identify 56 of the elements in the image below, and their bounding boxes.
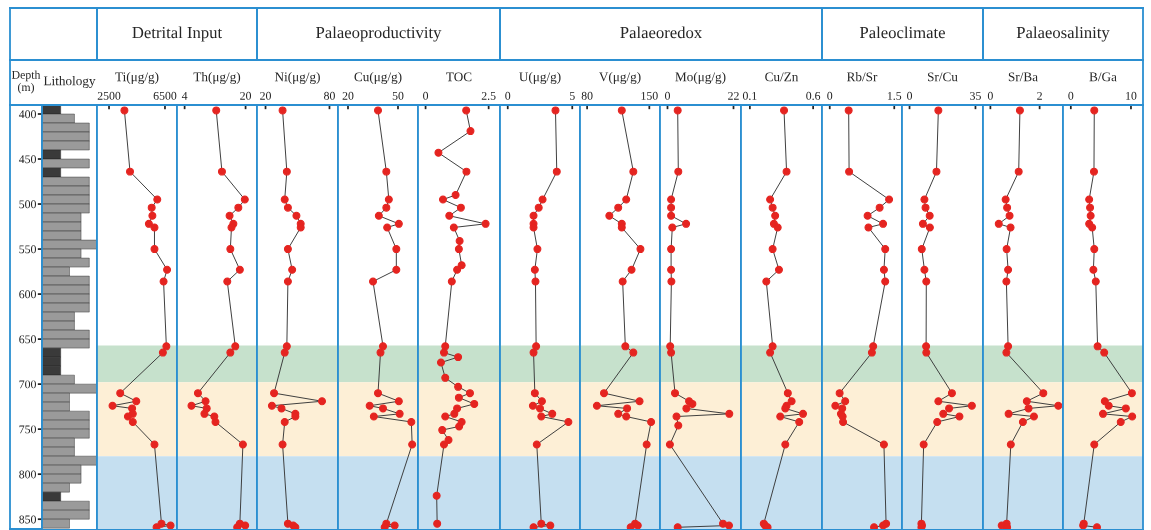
x-tick-label: 20 [260, 91, 271, 100]
x-axis-title: Sr/Cu [927, 72, 958, 82]
y-tick-label: 700 [19, 380, 36, 389]
x-tick-label: 0 [665, 91, 670, 100]
y-tick-label: 500 [19, 200, 36, 209]
y-tick-label: 850 [19, 515, 36, 524]
y-tick-label: 750 [19, 425, 36, 434]
x-tick-label: 2 [1037, 91, 1042, 100]
x-tick-label: 0 [505, 91, 511, 100]
x-tick-label: 0 [423, 91, 429, 100]
chart-title: Paleoclimate [859, 26, 945, 39]
chart-title: Palaeoproductivity [316, 26, 442, 42]
x-tick-label: 150 [641, 91, 658, 100]
x-axis-title: Th(μg/g) [193, 72, 241, 84]
x-axis-title: B/Ga [1089, 72, 1117, 82]
y-tick-label: 550 [19, 245, 36, 254]
x-tick-label: 0.1 [742, 91, 757, 100]
y-tick-label: 800 [19, 470, 36, 479]
x-tick-label: 0 [1068, 91, 1074, 100]
chart-title: Palaeoredox [620, 26, 702, 39]
x-axis-title: Rb/Sr [846, 72, 878, 82]
y-tick-label: 400 [18, 110, 36, 119]
x-tick-label: 22 [728, 91, 739, 100]
x-axis-title: Lithology [43, 76, 96, 88]
x-tick-label: 80 [324, 91, 335, 100]
y-tick-label: 450 [18, 155, 36, 164]
x-tick-label: 80 [581, 91, 593, 100]
chart-title: Detrital Input [132, 26, 223, 42]
x-axis-title: V(μg/g) [599, 72, 641, 84]
x-tick-label: 6500 [153, 91, 177, 100]
chart-title: Palaeosalinity [1016, 26, 1110, 42]
x-axis-title: Ti(μg/g) [115, 72, 159, 84]
x-tick-label: 5 [569, 91, 575, 100]
x-axis-title: Sr/Ba [1008, 72, 1038, 82]
x-tick-label: 0 [987, 91, 993, 100]
x-tick-label: 20 [342, 91, 354, 100]
x-tick-label: 35 [970, 91, 981, 100]
x-tick-label: 20 [240, 91, 252, 100]
x-axis-title: Ni(μg/g) [274, 72, 320, 84]
y-axis-title: Depth (m) [11, 70, 41, 94]
x-tick-label: 0.6 [806, 91, 821, 100]
x-tick-label: 2.5 [481, 91, 496, 100]
x-tick-label: 0 [907, 91, 913, 100]
x-axis-title: Cu(μg/g) [354, 72, 402, 84]
x-axis-title: TOC [446, 72, 472, 82]
x-axis-title: Mo(μg/g) [675, 72, 726, 84]
x-tick-label: 1.5 [887, 91, 902, 100]
x-axis-title: Cu/Zn [765, 72, 799, 82]
x-tick-label: 0 [827, 91, 833, 100]
x-axis-title: U(μg/g) [519, 72, 561, 84]
x-tick-label: 10 [1126, 91, 1137, 100]
x-tick-label: 2500 [97, 91, 121, 100]
x-tick-label: 4 [181, 91, 188, 100]
y-tick-label: 600 [19, 290, 36, 299]
y-tick-label: 650 [19, 335, 36, 344]
x-tick-label: 50 [392, 91, 404, 100]
